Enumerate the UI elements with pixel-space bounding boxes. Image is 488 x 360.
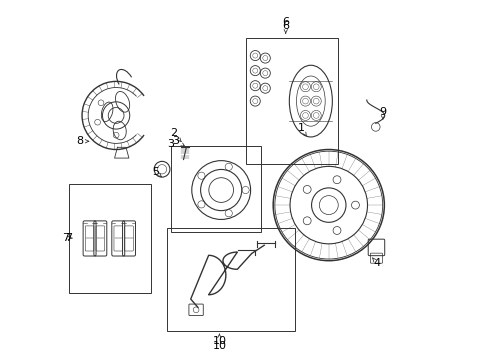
Bar: [69, 184, 151, 293]
Text: 4: 4: [373, 258, 380, 268]
Text: 5: 5: [152, 167, 159, 177]
Bar: [246, 39, 337, 164]
Text: 2: 2: [170, 129, 177, 138]
Text: 10: 10: [212, 341, 226, 351]
Text: 3: 3: [172, 136, 179, 145]
Bar: [167, 228, 294, 330]
Text: 3: 3: [167, 139, 174, 149]
Text: 8: 8: [77, 136, 83, 146]
Text: 10: 10: [212, 336, 226, 346]
Text: 6: 6: [282, 17, 288, 27]
Text: 7: 7: [61, 233, 69, 243]
Text: 1: 1: [297, 123, 304, 133]
Text: 7: 7: [65, 233, 72, 243]
Text: 6: 6: [282, 21, 288, 31]
Bar: [171, 146, 260, 232]
Text: 9: 9: [379, 107, 386, 117]
